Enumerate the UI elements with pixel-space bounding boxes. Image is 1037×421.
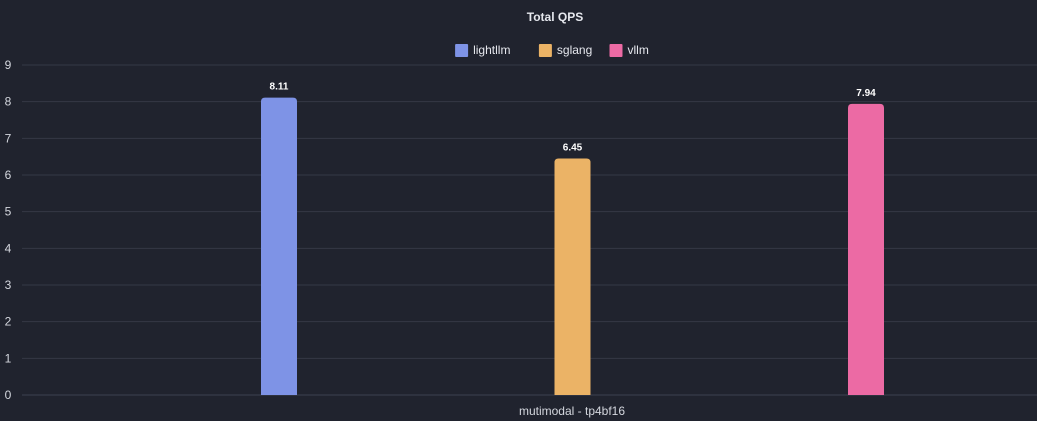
chart-title: Total QPS: [527, 10, 583, 24]
value-label-vllm: 7.94: [856, 88, 876, 99]
y-tick-label: 2: [5, 315, 12, 329]
legend-label-sglang: sglang: [557, 43, 592, 57]
bar-lightllm[interactable]: [261, 97, 297, 395]
legend: lightllm sglang vllm: [455, 43, 649, 57]
y-tick-label: 3: [5, 278, 12, 292]
y-tick-label: 4: [5, 241, 12, 255]
legend-swatch-vllm: [609, 44, 623, 57]
bar-vllm[interactable]: [848, 103, 884, 395]
y-tick-label: 7: [5, 131, 12, 145]
legend-swatch-sglang: [538, 44, 552, 57]
value-labels: 8.11 6.45 7.94: [270, 82, 877, 154]
y-tick-label: 0: [5, 388, 12, 402]
y-tick-label: 9: [5, 58, 12, 72]
bars: [261, 97, 884, 396]
y-axis-ticks: 0 1 2 3 4 5 6 7 8 9: [5, 58, 12, 402]
grid-lines: [22, 64, 1037, 396]
y-tick-label: 8: [5, 95, 12, 109]
y-tick-label: 5: [5, 205, 12, 219]
legend-swatch-lightllm: [455, 44, 469, 57]
value-label-lightllm: 8.11: [270, 82, 289, 93]
legend-label-lightllm: lightllm: [473, 43, 510, 57]
y-tick-label: 1: [5, 351, 12, 365]
y-tick-label: 6: [5, 168, 12, 182]
value-label-sglang: 6.45: [563, 143, 583, 154]
x-category-label: mutimodal - tp4bf16: [519, 404, 625, 418]
legend-label-vllm: vllm: [628, 43, 649, 57]
bar-sglang[interactable]: [554, 158, 591, 396]
